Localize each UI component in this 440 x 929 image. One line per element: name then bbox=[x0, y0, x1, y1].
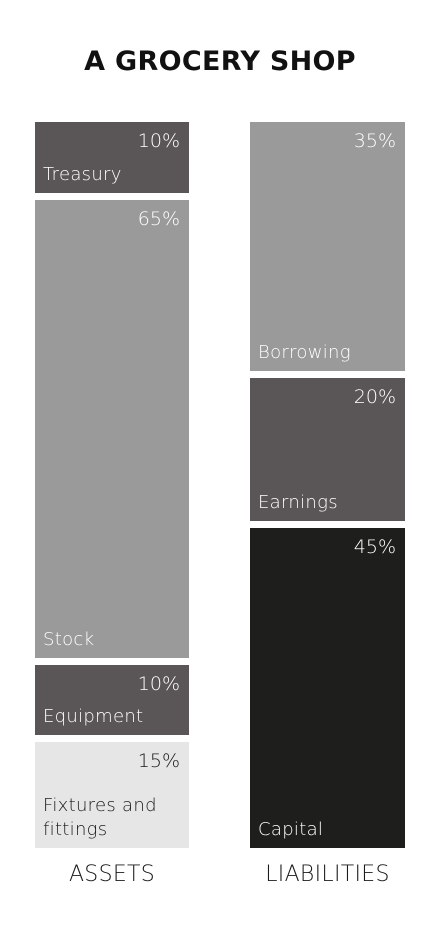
category-label-assets: ASSETS bbox=[68, 862, 156, 887]
bar-segment-stock: 65% Stock bbox=[35, 199, 189, 658]
segment-name-label: Capital bbox=[258, 818, 324, 840]
chart-title: A GROCERY SHOP bbox=[84, 46, 356, 77]
segment-value-label: 65% bbox=[137, 207, 180, 230]
bar-segment-borrowing: 35% Borrowing bbox=[250, 122, 405, 372]
segment-value-label: 20% bbox=[353, 386, 396, 409]
bar-segment-fixtures-and-fittings: 15% Fixtures and fittings bbox=[35, 742, 189, 848]
category-label-liabilities: LIABILITIES bbox=[265, 862, 390, 887]
bar-segment-earnings: 20% Earnings bbox=[250, 378, 405, 521]
segment-name-label: Equipment bbox=[43, 706, 144, 728]
segment-value-label: 45% bbox=[353, 535, 396, 558]
segment-name-label: Treasury bbox=[43, 163, 122, 185]
bar-segment-treasury: 10% Treasury bbox=[35, 122, 189, 193]
bar-segment-equipment: 10% Equipment bbox=[35, 664, 189, 736]
segment-name-label: Earnings bbox=[258, 491, 338, 513]
segment-name-label: Borrowing bbox=[258, 342, 351, 364]
bar-segment-capital: 45% Capital bbox=[250, 527, 405, 848]
segment-value-label: 15% bbox=[137, 750, 180, 773]
segment-value-label: 10% bbox=[137, 130, 180, 152]
segment-name-label: Fixtures and fittings bbox=[43, 795, 157, 840]
segment-value-label: 35% bbox=[353, 130, 396, 152]
segment-value-label: 10% bbox=[137, 672, 180, 695]
segment-name-label: Stock bbox=[43, 628, 95, 650]
